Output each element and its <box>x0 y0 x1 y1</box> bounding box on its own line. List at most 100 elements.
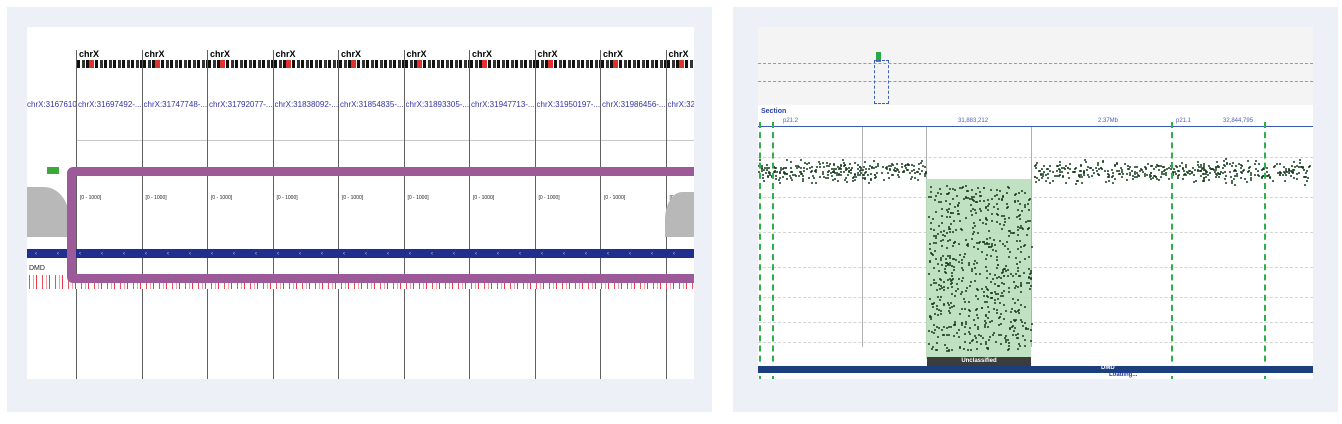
data-point <box>1023 305 1026 308</box>
data-point <box>857 163 860 166</box>
data-point <box>834 168 837 171</box>
selection-marker[interactable] <box>876 52 881 62</box>
ideogram[interactable] <box>666 60 694 68</box>
data-point <box>920 160 923 163</box>
data-point <box>1045 173 1048 176</box>
locus-label[interactable]: chrX:31947713-... <box>471 100 535 109</box>
data-point <box>1021 321 1024 324</box>
data-point <box>859 165 862 168</box>
data-point <box>978 207 981 210</box>
cnv-deletion-region[interactable] <box>926 179 1031 359</box>
data-point <box>1014 318 1017 321</box>
data-point <box>928 261 931 264</box>
data-point <box>839 163 842 166</box>
locus-label[interactable]: chrX:31697492-... <box>78 100 142 109</box>
boundary-marker[interactable] <box>772 122 774 379</box>
locus-label[interactable]: chrX:31986456-... <box>602 100 666 109</box>
data-point <box>972 339 975 342</box>
data-point <box>943 343 946 346</box>
data-range-label: [0 - 1000] <box>342 195 364 201</box>
data-point <box>1152 176 1155 179</box>
grid-line <box>758 232 1313 233</box>
gene-strand-track[interactable] <box>27 249 694 258</box>
data-point <box>864 170 867 173</box>
data-point <box>1016 337 1019 340</box>
data-point <box>1155 175 1158 178</box>
data-point <box>957 278 960 281</box>
data-point <box>940 286 943 289</box>
data-point <box>1205 171 1208 174</box>
selection-box[interactable] <box>874 60 889 104</box>
data-point <box>928 330 931 333</box>
ideogram[interactable] <box>339 60 404 68</box>
data-point <box>952 335 955 338</box>
ideogram[interactable] <box>535 60 601 68</box>
data-point <box>870 173 873 176</box>
data-point <box>1308 166 1311 169</box>
data-point <box>881 165 884 168</box>
data-point <box>984 323 987 326</box>
data-point <box>991 292 994 295</box>
boundary-marker[interactable] <box>759 122 761 379</box>
data-point <box>945 346 948 349</box>
data-point <box>863 160 866 163</box>
data-point <box>987 198 990 201</box>
data-point <box>981 241 984 244</box>
data-point <box>1197 165 1200 168</box>
ideogram[interactable] <box>273 60 339 68</box>
locus-label[interactable]: chrX:31950197-... <box>536 100 601 109</box>
data-point <box>1110 176 1113 179</box>
data-point <box>1219 170 1222 173</box>
data-point <box>860 167 863 170</box>
locus-label[interactable]: chrX:31792077-... <box>209 100 273 109</box>
boundary-marker[interactable] <box>1264 122 1266 379</box>
data-point <box>1014 257 1017 260</box>
locus-label[interactable]: chrX:31854835-... <box>340 100 404 109</box>
data-point <box>958 312 961 315</box>
data-point <box>1013 301 1016 304</box>
data-point <box>933 324 936 327</box>
data-point <box>1207 164 1210 167</box>
data-point <box>1284 169 1287 172</box>
data-point <box>843 163 846 166</box>
data-point <box>1009 272 1012 275</box>
coverage-track <box>665 192 694 237</box>
data-point <box>807 176 810 179</box>
data-point <box>929 221 932 224</box>
data-point <box>1061 175 1064 178</box>
locus-label[interactable]: chrX:31676107-... <box>27 100 76 109</box>
data-point <box>798 165 801 168</box>
data-point <box>842 162 845 165</box>
data-point <box>1003 275 1006 278</box>
data-point <box>966 286 969 289</box>
data-point <box>962 198 965 201</box>
locus-label[interactable]: chrX:31747748-... <box>143 100 208 109</box>
locus-label[interactable]: chrX:31893305-... <box>405 100 470 109</box>
ideogram[interactable] <box>208 60 273 68</box>
data-point <box>861 174 864 177</box>
data-point <box>1157 165 1160 168</box>
data-point <box>1190 172 1193 175</box>
ideogram[interactable] <box>77 60 142 68</box>
data-point <box>977 317 980 320</box>
ideogram[interactable] <box>404 60 470 68</box>
ideogram[interactable] <box>601 60 666 68</box>
ideogram[interactable] <box>142 60 208 68</box>
data-point <box>761 173 764 176</box>
data-point <box>980 195 983 198</box>
data-point <box>994 291 997 294</box>
data-point <box>1231 181 1234 184</box>
data-point <box>849 163 852 166</box>
cnv-section-view: Section p21.2 31,883,212 2.37Mb p21.1 32… <box>758 27 1313 379</box>
data-point <box>909 177 912 180</box>
data-point <box>1224 171 1227 174</box>
boundary-marker[interactable] <box>1171 122 1173 379</box>
data-point <box>1007 229 1010 232</box>
data-point <box>1107 172 1110 175</box>
locus-label[interactable]: chrX:32 <box>667 100 695 109</box>
data-point <box>1022 272 1025 275</box>
data-point <box>1118 169 1121 172</box>
locus-label[interactable]: chrX:31838092-... <box>274 100 339 109</box>
ideogram[interactable] <box>470 60 535 68</box>
data-point <box>991 277 994 280</box>
